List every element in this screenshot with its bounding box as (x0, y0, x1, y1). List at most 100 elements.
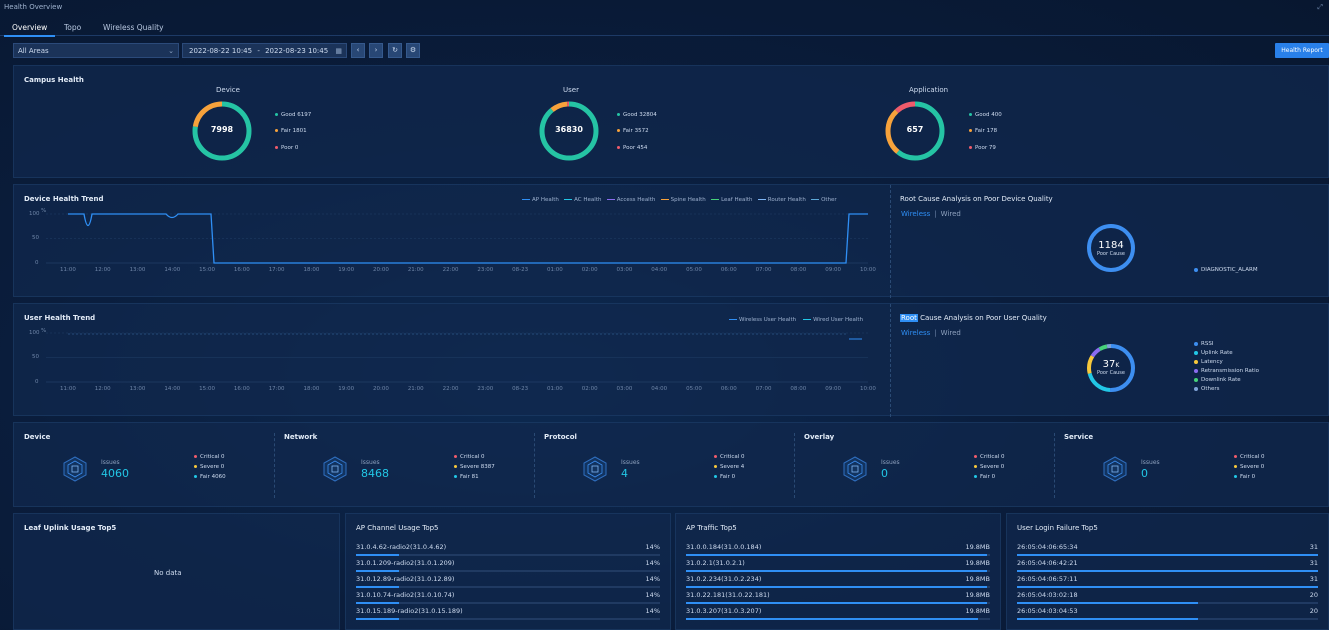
x-tick: 08-23 (512, 267, 529, 273)
usage-bar-track (356, 554, 660, 556)
list-item[interactable]: 26:05:04:03:04:53 20 (1017, 607, 1318, 623)
rca-user-legend-item[interactable]: Retransmission Ratio (1194, 368, 1259, 374)
issue-severe: Severe 0 (1234, 464, 1264, 470)
settings-button[interactable]: ⚙ (406, 43, 420, 58)
legend-spine-health[interactable]: Spine Health (660, 197, 706, 203)
legend-wireless-user-health[interactable]: Wireless User Health (729, 317, 796, 323)
x-tick: 08:00 (790, 267, 807, 273)
next-button[interactable]: › (369, 43, 383, 58)
issue-fair: Fair 4060 (194, 474, 226, 480)
date-range-picker[interactable]: 2022-08-22 10:45 - 2022-08-23 10:45 ▦ (182, 43, 347, 58)
tab-wireless[interactable]: Wireless (901, 329, 931, 337)
issue-category-icon (583, 456, 607, 482)
tab-wired[interactable]: Wired (940, 210, 961, 218)
list-item[interactable]: 31.0.10.74-radio2(31.0.10.74) 14% (356, 591, 660, 607)
list-item[interactable]: 31.0.12.89-radio2(31.0.12.89) 14% (356, 575, 660, 591)
x-tick: 05:00 (686, 386, 702, 392)
list-item-name: 31.0.12.89-radio2(31.0.12.89) (356, 575, 455, 583)
list-item-name: 26:05:04:06:42:21 (1017, 559, 1078, 567)
x-tick: 05:00 (686, 267, 702, 273)
login-failure-panel: User Login Failure Top5 26:05:04:06:65:3… (1006, 513, 1329, 630)
legend-ac-health[interactable]: AC Health (564, 197, 601, 203)
list-item-value: 19.8MB (965, 559, 990, 567)
x-tick: 11:00 (60, 386, 76, 392)
rca-user-legend-item[interactable]: RSSI (1194, 341, 1213, 347)
tab-wired[interactable]: Wired (940, 329, 961, 337)
legend-access-health[interactable]: Access Health (606, 197, 655, 203)
list-item-name: 31.0.22.181(31.0.22.181) (686, 591, 770, 599)
list-item[interactable]: 31.0.15.189-radio2(31.0.15.189) 14% (356, 607, 660, 623)
x-tick: 16:00 (233, 267, 250, 273)
list-item-value: 14% (645, 607, 660, 615)
legend-router-health[interactable]: Router Health (757, 197, 806, 203)
usage-bar-fill (356, 618, 399, 620)
x-tick: 02:00 (581, 386, 598, 392)
list-item-value: 20 (1309, 607, 1318, 615)
issue-category-icon (323, 456, 347, 482)
health-report-button[interactable]: Health Report (1275, 43, 1329, 58)
x-tick: 02:00 (581, 267, 598, 273)
device-total: 7998 (210, 125, 234, 134)
usage-bar-fill (1017, 586, 1318, 588)
list-item-value: 19.8MB (965, 591, 990, 599)
list-item-value: 14% (645, 559, 660, 567)
usage-bar-track (356, 618, 660, 620)
list-item[interactable]: 31.0.4.62-radio2(31.0.4.62) 14% (356, 543, 660, 559)
x-tick: 09:00 (825, 386, 842, 392)
legend-wired-user-health[interactable]: Wired User Health (803, 317, 863, 323)
prev-button[interactable]: ‹ (351, 43, 365, 58)
y-tick-0: 0 (35, 260, 39, 266)
list-item[interactable]: 31.0.2.234(31.0.2.234) 19.8MB (686, 575, 990, 591)
device-poor: Poor 0 (275, 145, 298, 151)
tab-wireless-quality[interactable]: Wireless Quality (103, 23, 164, 32)
application-good: Good 400 (969, 112, 1002, 118)
x-tick: 09:00 (825, 267, 842, 273)
user-trend-legend: Wireless User Health Wired User Health (729, 317, 863, 323)
list-item-value: 19.8MB (965, 543, 990, 551)
x-tick: 07:00 (755, 267, 772, 273)
refresh-button[interactable]: ↻ (388, 43, 402, 58)
device-trend-title: Device Health Trend (24, 195, 104, 203)
area-select-value: All Areas (18, 47, 49, 55)
list-item[interactable]: 31.0.1.209-radio2(31.0.1.209) 14% (356, 559, 660, 575)
x-tick: 04:00 (651, 386, 668, 392)
list-item[interactable]: 26:05:04:06:57:11 31 (1017, 575, 1318, 591)
list-item[interactable]: 31.0.0.184(31.0.0.184) 19.8MB (686, 543, 990, 559)
x-tick: 13:00 (129, 267, 146, 273)
user-poor: Poor 454 (617, 145, 647, 151)
list-item[interactable]: 26:05:04:03:02:18 20 (1017, 591, 1318, 607)
list-item[interactable]: 26:05:04:06:42:21 31 (1017, 559, 1318, 575)
divider (1054, 433, 1055, 498)
list-item[interactable]: 31.0.3.207(31.0.3.207) 19.8MB (686, 607, 990, 623)
issue-fair: Fair 0 (714, 474, 735, 480)
legend-ap-health[interactable]: AP Health (522, 197, 559, 203)
list-item-name: 31.0.0.184(31.0.0.184) (686, 543, 762, 551)
legend-other[interactable]: Other (811, 197, 837, 203)
divider (890, 185, 891, 298)
tab-wireless[interactable]: Wireless (901, 210, 931, 218)
tab-topo[interactable]: Topo (64, 23, 82, 32)
tab-overview[interactable]: Overview (3, 23, 56, 37)
rca-user-legend-item[interactable]: Latency (1194, 359, 1223, 365)
usage-bar-fill (356, 570, 399, 572)
x-tick: 06:00 (720, 267, 737, 273)
area-select[interactable]: All Areas ⌄ (13, 43, 179, 58)
rca-user-legend-item[interactable]: Uplink Rate (1194, 350, 1233, 356)
rca-user-legend-item[interactable]: Downlink Rate (1194, 377, 1241, 383)
list-item[interactable]: 26:05:04:06:65:34 31 (1017, 543, 1318, 559)
expand-icon[interactable]: ⤢ (1317, 3, 1323, 11)
list-item-value: 31 (1309, 559, 1318, 567)
calendar-icon: ▦ (335, 47, 342, 55)
rca-user-title: Root Cause Analysis on Poor User Quality (900, 314, 1047, 322)
rca-user-legend-item[interactable]: Others (1194, 386, 1219, 392)
legend-leaf-health[interactable]: Leaf Health (711, 197, 753, 203)
usage-bar-fill (686, 570, 987, 572)
issue-fair: Fair 81 (454, 474, 479, 480)
list-item[interactable]: 31.0.22.181(31.0.22.181) 19.8MB (686, 591, 990, 607)
date-separator: - (257, 47, 260, 55)
x-tick: 22:00 (442, 267, 459, 273)
list-item[interactable]: 31.0.2.1(31.0.2.1) 19.8MB (686, 559, 990, 575)
login-failure-title: User Login Failure Top5 (1017, 524, 1098, 532)
user-health-ring (539, 101, 599, 161)
y-unit: % (41, 208, 47, 214)
